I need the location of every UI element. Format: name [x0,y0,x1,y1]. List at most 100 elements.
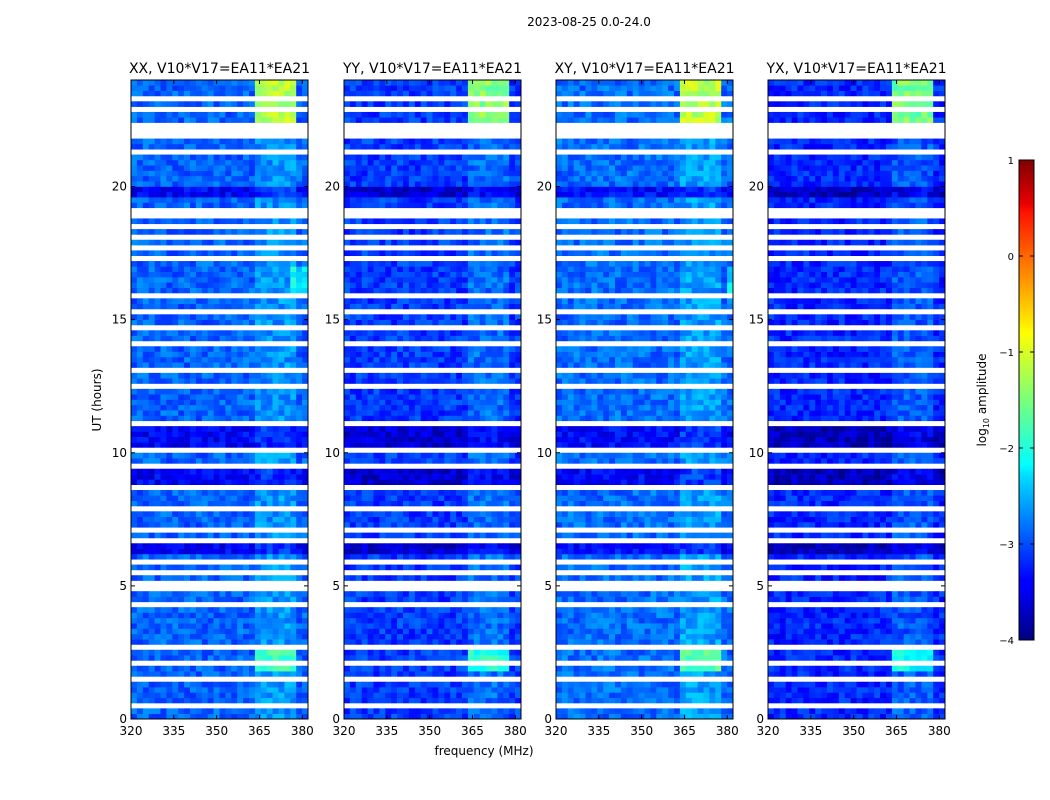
heatmap-cell [142,181,149,187]
heatmap-cell [272,287,279,294]
heatmap-cell [136,101,144,107]
heatmap-cell [166,458,173,464]
heatmap-cell [462,202,469,209]
heatmap-cell [166,665,173,672]
heatmap-cell [403,521,410,528]
heatmap-cell [479,458,486,464]
heatmap-cell [344,681,351,688]
heatmap-cell [485,474,492,480]
heatmap-cell [379,415,386,422]
heatmap-cell [432,623,439,629]
heatmap-cell [515,655,522,661]
heatmap-cell [444,633,451,640]
heatmap-cell [237,575,244,581]
heatmap-cell [403,197,410,203]
heatmap-cell [243,175,250,182]
heatmap-cell [432,596,439,603]
heatmap-cell [408,261,416,267]
heatmap-cell [154,612,161,619]
heatmap-cell [379,436,386,443]
heatmap-cell [278,410,285,416]
heatmap-cell [485,548,492,555]
heatmap-cell [403,218,410,225]
heatmap-cell [136,713,144,720]
heatmap-cell [408,271,416,278]
heatmap-cell [397,548,404,555]
heatmap-cell [249,617,256,624]
heatmap-cell [438,356,445,363]
heatmap-cell [131,692,138,699]
heatmap-cell [231,170,238,177]
heatmap-cell [515,362,522,368]
heatmap-cell [379,218,386,225]
heatmap-cell [462,649,469,656]
heatmap-cell [426,639,433,645]
heatmap-cell [290,687,297,693]
heatmap-cell [266,639,273,645]
heatmap-cell [361,468,368,475]
heatmap-cell [260,165,267,171]
heatmap-cell [190,452,197,459]
heatmap-cell [184,282,191,288]
heatmap-cell [432,346,439,352]
heatmap-cell [272,404,279,411]
heatmap-cell [491,639,498,645]
heatmap-cell [467,362,475,368]
heatmap-cell [201,607,208,613]
heatmap-cell [284,111,291,118]
heatmap-cell [243,708,250,714]
heatmap-cell [284,330,291,336]
heatmap-cell [385,639,392,645]
heatmap-cell [231,250,238,257]
heatmap-cell [184,553,191,560]
heatmap-cell [219,511,226,517]
heatmap-cell [414,458,421,464]
heatmap-cell [284,431,291,438]
heatmap-cell [491,229,498,235]
heatmap-cell [420,362,427,368]
heatmap-cell [355,410,362,416]
heatmap-cell [497,479,504,485]
heatmap-cell [136,458,144,464]
heatmap-cell [456,303,463,310]
heatmap-cell [160,687,167,693]
heatmap-cell [142,500,149,507]
heatmap-cell [195,356,203,363]
heatmap-cell [131,649,138,656]
heatmap-cell [296,612,303,619]
heatmap-cell [160,314,167,320]
heatmap-cell [266,319,273,326]
heatmap-cell [491,681,498,688]
heatmap-cell [438,521,445,528]
heatmap-cell [444,708,451,714]
heatmap-cell [142,394,149,400]
heatmap-cell [515,346,522,352]
heatmap-cell [148,516,155,523]
heatmap-cell [160,532,167,539]
heatmap-cell [515,431,522,438]
heatmap-cell [243,575,250,581]
heatmap-cell [438,218,445,225]
heatmap-cell [254,708,262,714]
heatmap-cell [373,548,380,555]
heatmap-cell [272,442,279,448]
heatmap-cell [509,277,516,283]
heatmap-cell [237,218,244,225]
heatmap-cell [509,575,516,581]
heatmap-cell [473,346,480,352]
heatmap-cell [290,458,297,464]
heatmap-cell [278,388,285,395]
heatmap-cell [142,90,149,97]
heatmap-cell [408,186,416,193]
heatmap-cell [207,154,214,161]
heatmap-cell [154,681,161,688]
heatmap-cell [237,511,244,517]
heatmap-cell [385,713,392,720]
heatmap-cell [385,431,392,438]
heatmap-cell [426,239,433,246]
heatmap-cell [219,186,226,193]
heatmap-cell [237,596,244,603]
heatmap-cell [479,298,486,304]
heatmap-cell [403,532,410,539]
heatmap-cell [260,181,267,187]
